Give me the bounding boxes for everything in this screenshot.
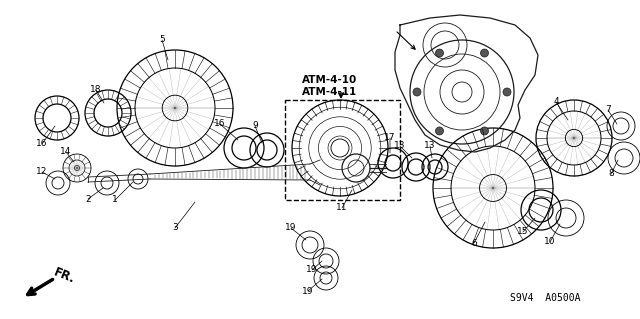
Text: 1: 1	[112, 196, 118, 204]
Text: 9: 9	[252, 122, 258, 130]
Text: 7: 7	[605, 106, 611, 115]
Text: 10: 10	[544, 238, 556, 247]
Text: 16: 16	[214, 120, 226, 129]
Text: 14: 14	[60, 147, 72, 157]
Text: 12: 12	[36, 167, 48, 176]
Circle shape	[435, 49, 444, 57]
Text: ATM-4-11: ATM-4-11	[302, 87, 358, 97]
Text: 4: 4	[553, 98, 559, 107]
Circle shape	[413, 88, 421, 96]
Text: 15: 15	[517, 227, 529, 236]
Circle shape	[503, 88, 511, 96]
Text: 19: 19	[285, 224, 297, 233]
Text: 11: 11	[336, 204, 348, 212]
Text: 5: 5	[159, 35, 165, 44]
Text: 6: 6	[471, 239, 477, 248]
Text: 19: 19	[302, 286, 314, 295]
Text: 8: 8	[608, 169, 614, 179]
Text: 3: 3	[172, 224, 178, 233]
Bar	[285, 100, 400, 200]
Text: 19: 19	[307, 265, 317, 275]
Circle shape	[481, 127, 488, 135]
Text: 13: 13	[394, 142, 406, 151]
Circle shape	[435, 127, 444, 135]
Text: 17: 17	[384, 133, 396, 143]
Text: 13: 13	[424, 142, 436, 151]
Text: S9V4  A0500A: S9V4 A0500A	[509, 293, 580, 303]
Text: ATM-4-10: ATM-4-10	[302, 75, 358, 85]
Text: FR.: FR.	[52, 266, 77, 286]
Text: 16: 16	[36, 139, 48, 149]
Text: 2: 2	[85, 195, 91, 204]
Circle shape	[481, 49, 488, 57]
Text: 18: 18	[90, 85, 102, 94]
